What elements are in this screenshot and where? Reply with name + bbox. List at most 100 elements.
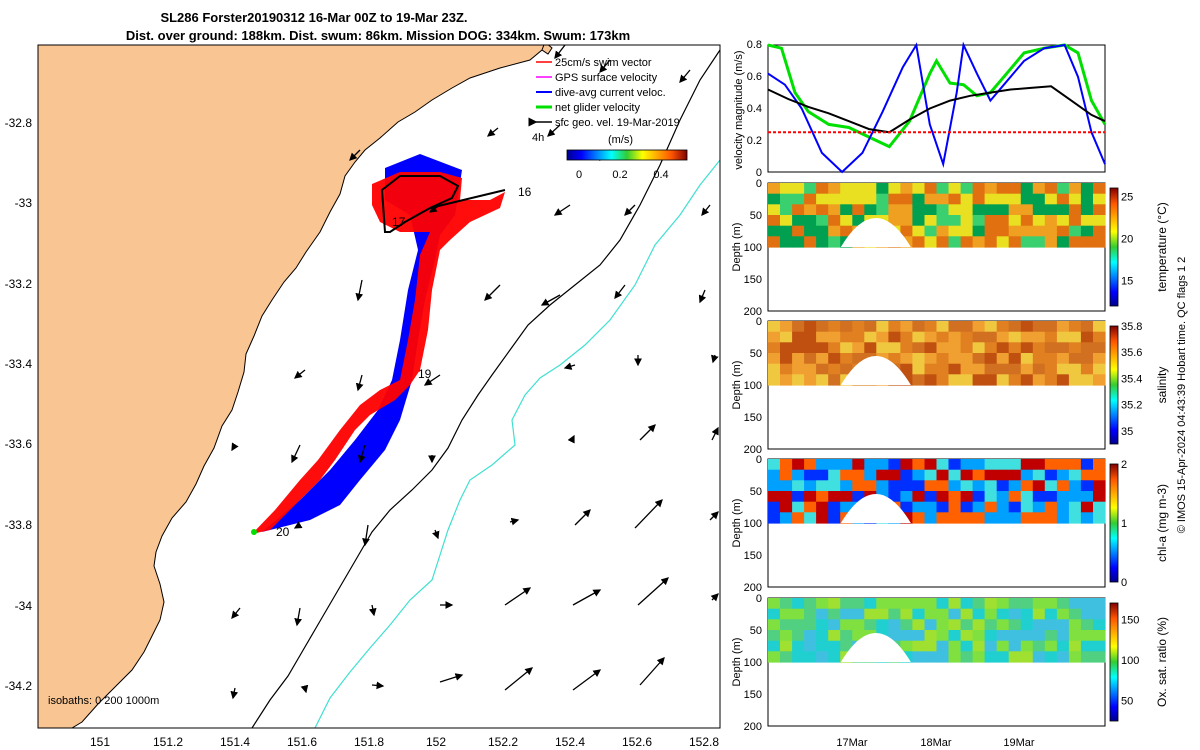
section-cell bbox=[1032, 225, 1046, 237]
section-cell bbox=[972, 225, 986, 237]
section-cell bbox=[864, 598, 877, 610]
section-cell bbox=[1056, 331, 1070, 343]
section-cell bbox=[804, 363, 817, 375]
section-cell bbox=[924, 331, 938, 343]
section-cell bbox=[900, 193, 913, 205]
section-cell bbox=[912, 236, 925, 248]
section-cell bbox=[1008, 469, 1022, 481]
depth-tick: 50 bbox=[750, 486, 762, 498]
section-cell bbox=[972, 598, 986, 610]
section-cell bbox=[1032, 215, 1046, 227]
geo-vector-arrow bbox=[572, 589, 602, 606]
section-cell bbox=[1093, 204, 1106, 216]
section-cell bbox=[900, 363, 913, 375]
section-cell bbox=[1032, 630, 1046, 642]
section-cell bbox=[936, 491, 950, 503]
section-cell bbox=[960, 321, 974, 333]
section-cell bbox=[840, 363, 853, 375]
section-cell bbox=[1044, 598, 1058, 610]
section-cell bbox=[912, 353, 925, 365]
section-cell bbox=[780, 331, 793, 343]
depth-tick: 150 bbox=[744, 550, 762, 562]
section-cell bbox=[852, 608, 865, 620]
section-cell bbox=[984, 331, 998, 343]
time-x-tick: 19Mar bbox=[1003, 737, 1035, 749]
section-cell bbox=[924, 491, 938, 503]
geo-vector-arrow bbox=[554, 45, 566, 60]
legend-label-geo: sfc geo. vel. 19-Mar-2019 bbox=[555, 117, 680, 129]
section-cell bbox=[948, 193, 962, 205]
section-cell bbox=[1008, 374, 1022, 386]
section-cell bbox=[888, 459, 901, 471]
section-cell bbox=[1080, 331, 1094, 343]
section-cell bbox=[1093, 331, 1106, 343]
section-cell bbox=[876, 193, 889, 205]
section-cell bbox=[1093, 469, 1106, 481]
map-x-tick: 152.2 bbox=[488, 735, 518, 749]
section-cell bbox=[804, 342, 817, 354]
section-cell bbox=[768, 598, 781, 610]
section-cell bbox=[924, 374, 938, 386]
section-cell bbox=[816, 374, 829, 386]
section-cell bbox=[972, 331, 986, 343]
section-cell bbox=[1020, 651, 1034, 663]
section-cell bbox=[960, 640, 974, 652]
section-cell bbox=[900, 480, 913, 492]
section-cell bbox=[900, 491, 913, 503]
section-cell bbox=[828, 236, 841, 248]
legend-label-current: dive-avg current veloc. bbox=[555, 87, 666, 99]
section-cell bbox=[1032, 363, 1046, 375]
section-cell bbox=[816, 353, 829, 365]
section-cell bbox=[852, 342, 865, 354]
section-cell bbox=[948, 608, 962, 620]
section-cell bbox=[804, 193, 817, 205]
section-cell bbox=[900, 183, 913, 195]
section-cell bbox=[1032, 193, 1046, 205]
section-cell bbox=[804, 353, 817, 365]
section-cell bbox=[960, 619, 974, 631]
geo-vector-arrow bbox=[698, 289, 707, 304]
section-cell bbox=[1032, 459, 1046, 471]
section-cell bbox=[828, 353, 841, 365]
section-cell bbox=[1068, 236, 1082, 248]
section-cell bbox=[768, 619, 781, 631]
colorbar-tick: 35.6 bbox=[1121, 347, 1142, 359]
section-cell bbox=[996, 480, 1010, 492]
section-cell bbox=[996, 459, 1010, 471]
vel-y-tick: 0.4 bbox=[747, 103, 762, 115]
section-cell bbox=[996, 608, 1010, 620]
section-cell bbox=[960, 331, 974, 343]
section-cell bbox=[864, 469, 877, 481]
depth-tick: 0 bbox=[756, 454, 762, 466]
section-cell bbox=[900, 342, 913, 354]
section-cell bbox=[936, 321, 950, 333]
section-cell bbox=[960, 651, 974, 663]
section-cell bbox=[924, 651, 938, 663]
section-cell bbox=[816, 608, 829, 620]
geo-vector-arrow bbox=[355, 279, 364, 302]
section-cell bbox=[984, 236, 998, 248]
section-cell bbox=[924, 459, 938, 471]
section-cell bbox=[1068, 321, 1082, 333]
section-cell bbox=[864, 619, 877, 631]
section-cell bbox=[840, 491, 853, 503]
section-cell bbox=[972, 491, 986, 503]
map-x-tick: 152.4 bbox=[555, 735, 585, 749]
section-cell bbox=[912, 619, 925, 631]
section-cell bbox=[1044, 480, 1058, 492]
colorbar-tick: 35.4 bbox=[1121, 373, 1142, 385]
section-cell bbox=[888, 342, 901, 354]
section-cell bbox=[1068, 619, 1082, 631]
section-cell bbox=[888, 331, 901, 343]
section-cell bbox=[1008, 353, 1022, 365]
geo-vector-arrow bbox=[293, 521, 303, 529]
section-cell bbox=[780, 353, 793, 365]
section-cell bbox=[1093, 374, 1106, 386]
bathymetry-gap bbox=[840, 356, 911, 385]
colorbar-tick: 50 bbox=[1121, 696, 1133, 708]
section-cell bbox=[936, 363, 950, 375]
section-cell bbox=[1044, 204, 1058, 216]
section-cell bbox=[1008, 204, 1022, 216]
section-cell bbox=[780, 342, 793, 354]
geo-vector-arrow bbox=[291, 444, 301, 464]
